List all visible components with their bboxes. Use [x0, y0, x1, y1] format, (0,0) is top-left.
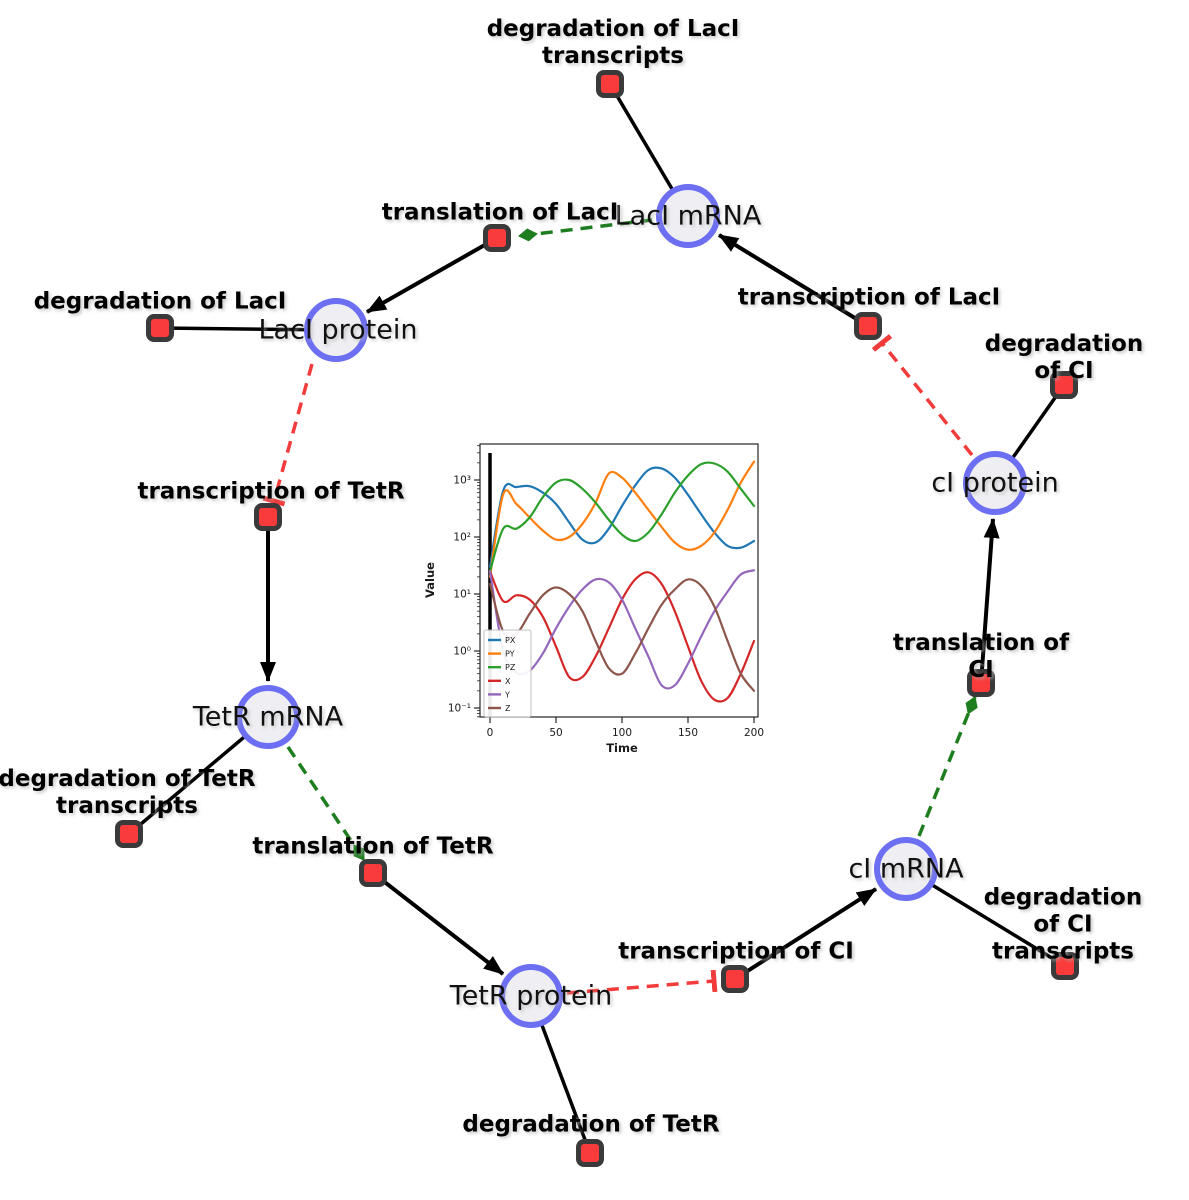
- svg-text:Time: Time: [606, 741, 638, 755]
- edge-laci-protein-inhibits-transcription-tetr: [262, 363, 314, 507]
- node-transcription-laci[interactable]: [854, 312, 882, 340]
- svg-text:100: 100: [612, 727, 632, 739]
- node-degradation-ci[interactable]: [1050, 371, 1078, 399]
- node-translation-laci[interactable]: [483, 224, 511, 252]
- svg-text:PX: PX: [505, 636, 516, 645]
- svg-text:150: 150: [678, 727, 698, 739]
- simulation-plot: 10⁻¹ 10⁰ 10¹ 10² 10³ 0 50 100 150 200 Time Value PX P…: [423, 430, 770, 762]
- svg-text:Value: Value: [425, 562, 437, 598]
- svg-text:200: 200: [744, 727, 764, 739]
- svg-text:10²: 10²: [453, 532, 471, 544]
- edge-ci-protein-inhibits-transcription-laci: [871, 334, 974, 457]
- edge-tetr-protein-inhibits-transcription-ci: [566, 969, 718, 995]
- edge-laci-mrna-modifier-translation: [518, 218, 653, 242]
- node-tetr-protein[interactable]: [499, 964, 563, 1028]
- svg-text:X: X: [505, 677, 511, 686]
- svg-text:10⁻¹: 10⁻¹: [448, 703, 471, 715]
- edge-transcription-laci-to-laci-mrna: [717, 233, 870, 328]
- node-laci-protein[interactable]: [304, 298, 368, 362]
- node-transcription-tetr[interactable]: [254, 503, 282, 531]
- svg-text:50: 50: [549, 727, 562, 739]
- node-ci-protein[interactable]: [963, 451, 1027, 515]
- edge-ci-mrna-modifier-translation: [917, 696, 978, 837]
- node-laci-mrna[interactable]: [656, 184, 720, 248]
- node-degradation-ci-transcripts[interactable]: [1051, 952, 1079, 980]
- edge-transcription-ci-to-ci-mrna: [733, 887, 878, 981]
- node-tetr-mrna[interactable]: [236, 685, 300, 749]
- svg-text:PZ: PZ: [505, 663, 516, 672]
- node-degradation-laci[interactable]: [146, 314, 174, 342]
- svg-text:0: 0: [487, 727, 494, 739]
- svg-text:10¹: 10¹: [453, 589, 471, 601]
- edge-tetr-mrna-modifier-translation: [286, 746, 366, 861]
- edge-translation-ci-to-ci-protein: [979, 518, 1000, 684]
- svg-text:Y: Y: [504, 690, 510, 699]
- node-degradation-laci-transcripts[interactable]: [596, 70, 624, 98]
- plot-svg: 10⁻¹ 10⁰ 10¹ 10² 10³ 0 50 100 150 200 Time Value PX P…: [423, 443, 764, 755]
- svg-text:Z: Z: [505, 704, 511, 713]
- svg-text:10⁰: 10⁰: [453, 646, 471, 658]
- node-degradation-tetr[interactable]: [576, 1139, 604, 1167]
- edge-translation-laci-to-laci-protein: [366, 236, 498, 314]
- node-translation-ci[interactable]: [967, 669, 995, 697]
- svg-text:PY: PY: [505, 650, 515, 659]
- node-ci-mrna[interactable]: [874, 837, 938, 901]
- node-translation-tetr[interactable]: [359, 859, 387, 887]
- node-degradation-tetr-transcripts[interactable]: [115, 820, 143, 848]
- node-transcription-ci[interactable]: [721, 965, 749, 993]
- edge-translation-tetr-to-tetr-protein: [371, 871, 505, 976]
- svg-text:10³: 10³: [453, 475, 471, 487]
